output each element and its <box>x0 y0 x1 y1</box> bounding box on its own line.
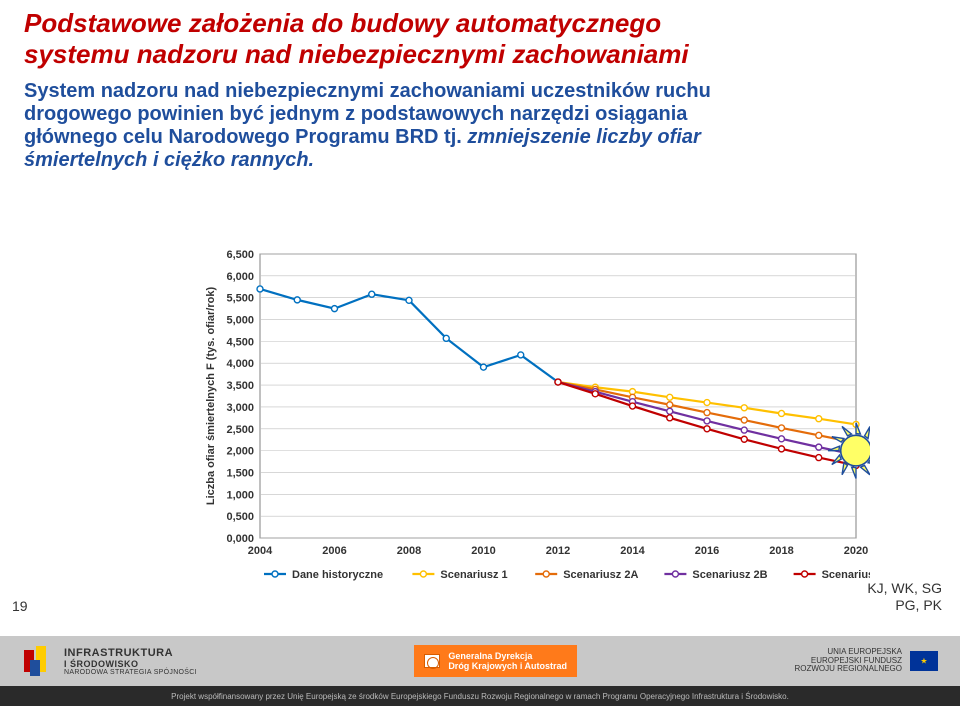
center-badge-l1: Generalna Dyrekcja <box>448 651 567 661</box>
svg-text:Scenariusz 1: Scenariusz 1 <box>440 569 507 581</box>
subtitle-l3-bold: zmniejszenie liczby ofiar <box>467 126 700 148</box>
page-root: Podstawowe założenia do budowy automatyc… <box>0 0 960 172</box>
svg-text:0,500: 0,500 <box>226 511 254 523</box>
subtitle-line-4: śmiertelnych i ciężko rannych. <box>24 149 314 171</box>
eu-line-3: ROZWOJU REGIONALNEGO <box>794 665 902 674</box>
svg-text:3,500: 3,500 <box>226 380 254 392</box>
center-badge-text: Generalna Dyrekcja Dróg Krajowych i Auto… <box>448 651 567 671</box>
eu-block: UNIA EUROPEJSKA EUROPEJSKI FUNDUSZ ROZWO… <box>794 648 938 674</box>
svg-text:2014: 2014 <box>620 545 645 557</box>
svg-text:Scenariusz 2B: Scenariusz 2B <box>692 569 767 581</box>
footer-bottom: Projekt współfinansowany przez Unię Euro… <box>0 686 960 706</box>
svg-text:0,000: 0,000 <box>226 533 254 545</box>
svg-text:3,000: 3,000 <box>226 402 254 414</box>
subtitle-l3-prefix: głównego celu Narodowego Programu BRD tj… <box>24 126 467 148</box>
center-badge: Generalna Dyrekcja Dróg Krajowych i Auto… <box>414 645 577 677</box>
svg-text:2008: 2008 <box>397 545 421 557</box>
gddkia-icon <box>424 654 440 668</box>
svg-text:6,500: 6,500 <box>226 249 254 261</box>
credits-line-1: KJ, WK, SG <box>867 580 942 597</box>
svg-text:5,500: 5,500 <box>226 293 254 305</box>
infra-icon <box>22 646 50 676</box>
svg-text:4,000: 4,000 <box>226 358 254 370</box>
center-badge-l2: Dróg Krajowych i Autostrad <box>448 661 567 671</box>
eu-text: UNIA EUROPEJSKA EUROPEJSKI FUNDUSZ ROZWO… <box>794 648 902 674</box>
svg-text:2,500: 2,500 <box>226 424 254 436</box>
svg-text:2018: 2018 <box>769 545 793 557</box>
footer-top: INFRASTRUKTURA I ŚRODOWISKO NARODOWA STR… <box>0 636 960 686</box>
svg-text:1,500: 1,500 <box>226 467 254 479</box>
credits-block: KJ, WK, SG PG, PK <box>867 580 942 614</box>
svg-text:2004: 2004 <box>248 545 273 557</box>
svg-text:2006: 2006 <box>322 545 346 557</box>
svg-text:2020: 2020 <box>844 545 868 557</box>
title-line-2: systemu nadzoru nad niebezpiecznymi zach… <box>24 39 936 70</box>
subtitle-line-1: System nadzoru nad niebezpiecznymi zacho… <box>24 80 936 103</box>
svg-text:Dane historyczne: Dane historyczne <box>292 569 383 581</box>
footer-bottom-text: Projekt współfinansowany przez Unię Euro… <box>171 692 789 701</box>
line-chart: 0,000 0,500 1,000 1,500 2,000 2,500 3,000 3,500… <box>200 248 870 588</box>
slide-number: 19 <box>12 598 28 614</box>
left-logo-small2: NARODOWA STRATEGIA SPÓJNOŚCI <box>64 669 197 676</box>
eu-flag-icon <box>910 651 938 671</box>
subtitle-block: System nadzoru nad niebezpiecznymi zacho… <box>24 80 936 172</box>
left-logo-big: INFRASTRUKTURA <box>64 647 173 659</box>
left-logo-small1: I ŚRODOWISKO <box>64 659 139 669</box>
subtitle-line-2: drogowego powinien być jednym z podstawo… <box>24 103 936 126</box>
svg-text:5,000: 5,000 <box>226 315 254 327</box>
title-line-1: Podstawowe założenia do budowy automatyc… <box>24 8 936 39</box>
svg-text:2,000: 2,000 <box>226 446 254 458</box>
svg-text:Liczba ofiar śmiertelnych F (t: Liczba ofiar śmiertelnych F (tys. ofiar/… <box>205 287 217 506</box>
svg-text:2016: 2016 <box>695 545 719 557</box>
svg-text:Scenariusz 2A: Scenariusz 2A <box>563 569 638 581</box>
subtitle-line-3: głównego celu Narodowego Programu BRD tj… <box>24 126 936 149</box>
svg-text:6,000: 6,000 <box>226 271 254 283</box>
svg-text:2010: 2010 <box>471 545 495 557</box>
svg-text:1,000: 1,000 <box>226 489 254 501</box>
footer-bar: INFRASTRUKTURA I ŚRODOWISKO NARODOWA STR… <box>0 636 960 706</box>
svg-text:4,500: 4,500 <box>226 336 254 348</box>
left-logo-text: INFRASTRUKTURA I ŚRODOWISKO NARODOWA STR… <box>64 647 197 676</box>
svg-text:2012: 2012 <box>546 545 570 557</box>
svg-text:Scenariusz 3: Scenariusz 3 <box>822 569 870 581</box>
left-logo-strip: INFRASTRUKTURA I ŚRODOWISKO NARODOWA STR… <box>22 646 197 676</box>
credits-line-2: PG, PK <box>867 597 942 614</box>
title-block: Podstawowe założenia do budowy automatyc… <box>24 8 936 70</box>
